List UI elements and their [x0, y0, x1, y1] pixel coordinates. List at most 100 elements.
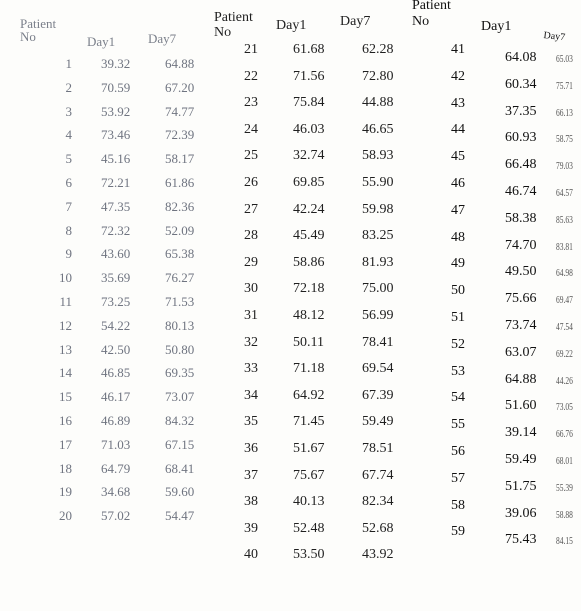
day7-cell: 61.86	[165, 175, 195, 190]
day1-cell: 40.13	[293, 494, 325, 510]
patient-no-cell: 46	[451, 176, 465, 191]
day7-cell: 84.32	[165, 413, 195, 428]
day7-cell: 67.74	[362, 467, 394, 483]
day1-cell: 46.74	[505, 184, 537, 199]
day7-cell: 79.03	[556, 161, 573, 173]
day1-cell: 49.50	[505, 264, 537, 280]
day7-cell: 81.93	[362, 254, 394, 270]
day7-cell: 62.28	[362, 42, 394, 57]
patient-no-cell: 51	[451, 310, 465, 325]
day1-cell: 75.66	[505, 291, 537, 307]
day1-cell: 46.85	[101, 365, 131, 381]
day7-cell: 44.26	[556, 375, 573, 387]
patient-no-cell: 30	[244, 281, 258, 297]
patient-no-cell: 42	[451, 68, 465, 84]
day7-cell: 64.57	[556, 188, 573, 199]
day7-cell: 67.20	[165, 79, 195, 95]
header-day1: Day1	[276, 18, 307, 33]
day1-cell: 48.12	[293, 308, 325, 323]
day1-cell: 58.86	[293, 254, 325, 270]
day1-cell: 61.68	[293, 42, 325, 57]
patient-no-cell: 40	[244, 547, 258, 563]
day1-cell: 72.32	[101, 222, 131, 238]
patient-no-cell: 9	[65, 246, 73, 262]
day7-cell: 47.54	[556, 322, 573, 333]
patient-no-cell: 27	[244, 201, 258, 217]
day1-cell: 70.59	[101, 79, 131, 95]
header-day1: Day1	[87, 34, 116, 49]
day7-cell: 59.98	[362, 201, 394, 217]
patient-no-cell: 4	[65, 127, 73, 143]
day7-cell: 83.81	[556, 241, 573, 253]
header-day7: Day7	[340, 14, 371, 29]
day1-cell: 73.25	[101, 294, 131, 309]
day1-cell: 51.67	[293, 441, 325, 456]
day1-cell: 45.16	[101, 151, 131, 167]
day1-cell: 39.14	[505, 425, 537, 441]
day7-cell: 58.93	[362, 148, 394, 164]
day1-cell: 39.32	[101, 56, 131, 71]
day7-cell: 67.15	[165, 436, 195, 452]
patient-no-cell: 11	[59, 294, 72, 309]
day1-cell: 51.60	[505, 398, 537, 414]
day1-cell: 50.11	[293, 334, 324, 350]
day1-cell: 59.49	[505, 452, 537, 467]
day1-cell: 72.18	[293, 281, 325, 297]
patient-no-cell: 38	[244, 494, 258, 510]
day7-cell: 59.49	[362, 414, 394, 430]
patient-no-cell: 23	[244, 95, 258, 111]
day7-cell: 65.03	[556, 54, 573, 65]
day1-cell: 43.60	[101, 246, 131, 262]
patient-no-cell: 49	[451, 256, 465, 272]
day1-cell: 45.49	[293, 228, 325, 244]
patient-no-cell: 43	[451, 95, 465, 111]
day7-cell: 78.41	[362, 334, 394, 350]
day7-cell: 66.76	[556, 429, 573, 441]
header-day7: Day7	[148, 31, 177, 46]
day1-cell: 73.74	[505, 318, 537, 333]
patient-no-cell: 58	[451, 497, 465, 513]
day1-cell: 42.24	[293, 201, 325, 217]
day7-cell: 50.80	[165, 341, 195, 357]
day1-cell: 64.79	[101, 460, 131, 476]
patient-no-cell: 24	[244, 121, 258, 137]
patient-no-cell: 50	[451, 283, 465, 299]
day7-cell: 54.47	[165, 508, 195, 524]
patient-no-cell: 33	[244, 361, 258, 377]
day1-cell: 34.68	[101, 484, 131, 500]
patient-no-cell: 48	[451, 229, 465, 245]
day7-cell: 58.75	[556, 134, 573, 146]
patient-no-cell: 7	[65, 198, 73, 214]
patient-no-cell: 52	[451, 336, 465, 352]
patient-no-cell: 37	[244, 467, 258, 483]
day7-cell: 68.01	[556, 456, 573, 467]
day7-cell: 52.09	[165, 222, 195, 238]
day1-cell: 64.92	[293, 387, 325, 403]
day7-cell: 67.39	[362, 387, 394, 403]
patient-no-cell: 56	[451, 444, 465, 459]
day1-cell: 71.18	[293, 361, 325, 377]
patient-no-cell: 14	[59, 365, 72, 381]
day7-cell: 72.39	[165, 127, 195, 143]
patient-no-cell: 34	[244, 387, 258, 403]
day1-cell: 75.43	[505, 532, 537, 548]
day1-cell: 46.03	[293, 121, 325, 137]
patient-no-cell: 15	[59, 389, 72, 405]
patient-no-cell: 16	[59, 413, 72, 428]
day7-cell: 78.51	[362, 441, 394, 456]
patient-no-cell: 57	[451, 470, 465, 486]
day7-cell: 66.13	[556, 107, 573, 119]
day7-cell: 84.15	[556, 536, 573, 548]
day7-cell: 85.63	[556, 214, 573, 226]
day1-cell: 73.46	[101, 127, 131, 143]
day7-cell: 76.27	[165, 270, 195, 286]
day1-cell: 35.69	[101, 270, 131, 286]
day7-cell: 82.36	[165, 198, 195, 214]
day1-cell: 57.02	[101, 508, 131, 524]
day7-cell: 69.22	[556, 348, 573, 360]
day1-cell: 74.70	[505, 237, 537, 253]
header-day7: Day7	[542, 30, 566, 44]
patient-no-cell: 25	[244, 148, 258, 164]
patient-no-cell: 44	[451, 122, 465, 138]
